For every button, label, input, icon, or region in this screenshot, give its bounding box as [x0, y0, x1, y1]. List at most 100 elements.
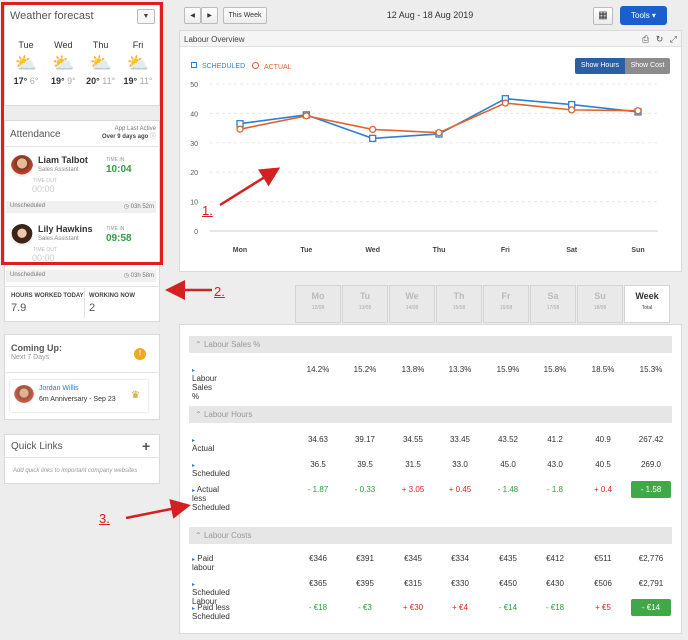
y-tick-label: 0: [194, 229, 198, 236]
table-cell: - €18: [545, 603, 565, 612]
caret-right-icon: ▸: [192, 488, 196, 494]
table-cell: €346: [309, 554, 327, 563]
table-total-cell: 15.3%: [639, 365, 663, 374]
chevron-up-icon: ⌃: [195, 531, 202, 540]
event-detail: 6m Anniversary - Sep 23: [39, 396, 116, 403]
row-label[interactable]: ▸ Labour Sales %: [192, 368, 217, 401]
employee-name[interactable]: Lily Hawkins: [38, 224, 93, 234]
table-total-cell: €2,776: [638, 554, 664, 563]
column-header: Tu 13/08: [342, 285, 388, 323]
x-tick-label: Sun: [631, 247, 644, 254]
circle-marker-icon: [252, 62, 259, 69]
table-cell: €395: [356, 579, 374, 588]
this-week-button[interactable]: This Week: [223, 7, 267, 24]
calendar-button[interactable]: ▦: [593, 7, 613, 25]
table-cell: €430: [546, 579, 564, 588]
chevron-up-icon: ⌃: [195, 340, 202, 349]
row-label[interactable]: ▸ Actual: [192, 438, 215, 453]
table-cell: 15.2%: [353, 365, 377, 374]
show-hours-button[interactable]: Show Hours: [575, 58, 625, 74]
table-cell: - 0.33: [354, 485, 376, 494]
section-labour-hours[interactable]: ⌃ Labour Hours: [189, 406, 672, 423]
table-cell: 13.8%: [401, 365, 425, 374]
row-label[interactable]: ▸ Paid less Scheduled: [192, 603, 230, 621]
table-cell: €435: [499, 554, 517, 563]
data-point-actual: [501, 99, 509, 107]
coming-up-title: Coming Up:: [11, 343, 62, 353]
avatar: [11, 155, 33, 177]
column-header: Mo 12/08: [295, 285, 341, 323]
prev-week-button[interactable]: ◀: [184, 7, 201, 24]
caret-right-icon: ▸: [192, 606, 196, 612]
annotation-arrow-3: [125, 499, 191, 520]
table-cell: - 1.8: [546, 485, 563, 494]
chevron-up-icon: ⌃: [195, 410, 202, 419]
table-cell: €365: [309, 579, 327, 588]
legend-actual[interactable]: ACTUAL: [252, 62, 292, 71]
table-cell: €334: [451, 554, 469, 563]
column-header: Sa 17/08: [530, 285, 576, 323]
show-cost-button[interactable]: Show Cost: [625, 58, 670, 74]
annotation-1: 1.: [202, 203, 213, 218]
column-header: Fr 16/08: [483, 285, 529, 323]
time-in-label: TIME IN: [106, 226, 125, 232]
quick-links-hint: Add quick links to important company web…: [13, 468, 138, 474]
time-out-label: TIME OUT: [33, 247, 57, 253]
data-point-actual: [236, 125, 244, 133]
y-tick-label: 50: [190, 82, 198, 89]
weather-dropdown-button[interactable]: ▼: [137, 9, 155, 24]
legend-scheduled[interactable]: SCHEDULED: [191, 62, 245, 70]
table-cell: 34.63: [307, 435, 329, 444]
section-labour-costs[interactable]: ⌃ Labour Costs: [189, 527, 672, 544]
time-in-label: TIME IN: [106, 157, 125, 163]
row-label[interactable]: ▸ Paid labour: [192, 554, 215, 572]
table-cell: - 1.48: [497, 485, 519, 494]
table-cell: + 0.4: [593, 485, 612, 494]
weather-day: Fri ⛅ 19° 11°: [120, 40, 156, 86]
table-cell: €450: [499, 579, 517, 588]
x-tick-label: Tue: [300, 247, 312, 254]
table-cell: 40.9: [595, 435, 611, 444]
section-labour-sales[interactable]: ⌃ Labour Sales %: [189, 336, 672, 353]
trophy-icon: ♛: [131, 390, 140, 401]
square-marker-icon: [191, 62, 197, 68]
clock-icon: ◷: [123, 204, 129, 210]
table-cell: €506: [594, 579, 612, 588]
alert-badge: !: [134, 348, 146, 360]
table-cell: 33.45: [449, 435, 471, 444]
data-point-scheduled: [369, 134, 377, 143]
table-cell: - €3: [358, 603, 372, 612]
data-point-actual: [302, 112, 310, 120]
next-week-button[interactable]: ▶: [201, 7, 218, 24]
labour-chart: 0 10 20 30 40 50 Mon Tue Wed Thu Fri Sat Sun: [190, 82, 658, 254]
event-person[interactable]: Jordan Willis: [39, 385, 79, 392]
weather-day: Thu ⛅ 20° 11°: [83, 40, 119, 86]
avatar: [11, 224, 33, 246]
x-tick-label: Fri: [501, 247, 510, 254]
tools-button[interactable]: Tools ▾: [620, 6, 667, 25]
print-icon[interactable]: ⎙: [642, 34, 650, 44]
caret-right-icon: ▸: [192, 582, 196, 588]
add-quick-link-button[interactable]: +: [142, 438, 151, 454]
labour-overview-title: Labour Overview: [184, 35, 245, 44]
expand-icon[interactable]: ⤢: [669, 34, 677, 44]
row-label[interactable]: ▸ Scheduled Labour: [192, 582, 230, 606]
clock-icon: ◷: [123, 273, 129, 279]
time-in-value: 09:58: [106, 233, 132, 244]
day-columns: Mo 12/08 Tu 13/08 We 14/08 Th 15/08 Fr 16/08 Sa 17/…: [295, 285, 671, 323]
table-cell: €412: [546, 554, 564, 563]
row-label[interactable]: ▸ Scheduled: [192, 463, 230, 478]
table-cell: 36.5: [310, 460, 326, 469]
employee-name[interactable]: Liam Talbot: [38, 155, 88, 165]
table-cell: - 1.87: [307, 485, 329, 494]
y-tick-label: 30: [190, 141, 198, 148]
refresh-icon[interactable]: ↻: [655, 34, 664, 44]
table-cell: 40.5: [595, 460, 611, 469]
table-cell: 34.55: [402, 435, 424, 444]
status-bar: Unscheduled ◷ 03h 52m: [6, 201, 156, 213]
table-cell: €315: [404, 579, 422, 588]
table-cell: 18.5%: [591, 365, 615, 374]
row-label[interactable]: ▸ Actual less Scheduled: [192, 485, 230, 512]
employee-role: Sales Assistant: [38, 167, 79, 173]
